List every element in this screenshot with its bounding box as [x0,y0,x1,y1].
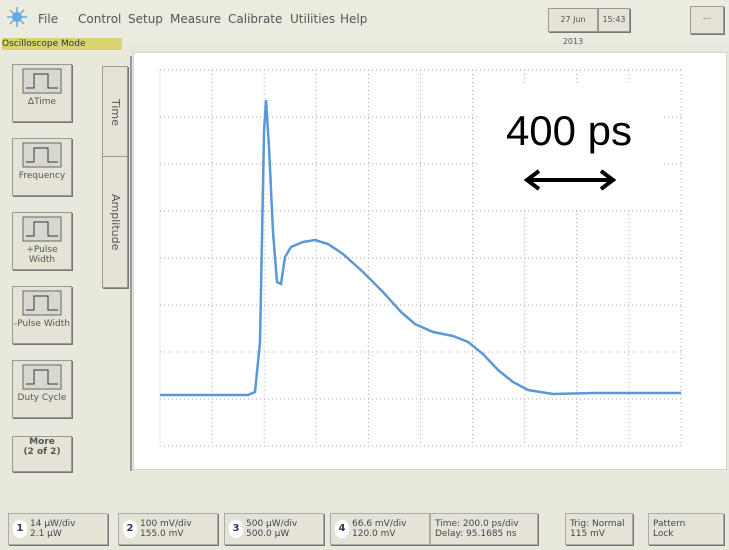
channel-offset: 500.0 µW [246,529,297,539]
menu-item[interactable]: Measure [170,12,221,26]
measurement-label: +Pulse Width [13,245,71,265]
channel-scale: 66.6 mV/div [352,519,406,529]
menu-item[interactable]: Help [340,12,367,26]
timebase-line: Delay: 95.1685 ns [435,529,519,539]
measurement-button[interactable]: ΔTime [12,64,72,122]
trigger-line: Trig: Normal [570,519,625,529]
pattern-lock-line: Lock [653,529,685,539]
measurement-button[interactable]: +Pulse Width [12,212,72,270]
channel-scale: 100 mV/div [140,519,192,529]
measurement-icon [22,364,62,390]
more-label: (2 of 2) [13,447,71,457]
measurement-button[interactable]: -Pulse Width [12,286,72,344]
channel-scale: 500 µW/div [246,519,297,529]
menu-item[interactable]: Setup [128,12,163,26]
tab[interactable]: Amplitude [102,156,128,288]
channel-number: 2 [123,520,137,538]
measurement-icon [22,290,62,316]
measurement-panel: Time Amplitude ΔTime Frequency +Pulse Widt… [8,56,132,471]
measurement-icon [22,68,62,94]
date: 27 Jun 2013 [548,8,598,32]
measurement-label: -Pulse Width [13,319,71,329]
measurement-icon [22,216,62,242]
page: File Control Setup Measure Calibrate Utilitie… [0,0,729,550]
menu-item[interactable]: Utilities [290,12,335,26]
measurement-label: Frequency [13,171,71,181]
channel-offset: 155.0 mV [140,529,192,539]
more-label: More [13,437,71,447]
channel-number: 1 [13,520,27,538]
mode-label: Oscilloscope Mode [2,38,122,50]
minimize-button[interactable]: ... [690,6,724,34]
display: 400 ps [133,52,727,470]
tab[interactable]: Time [102,66,128,158]
measurement-icon [22,142,62,168]
clock: 15:43 [598,8,630,32]
annotation-text: 400 ps [506,107,632,154]
channel-offset: 2.1 µW [30,529,76,539]
pattern-lock-line: Pattern [653,519,685,529]
logo [6,6,28,28]
channel-offset: 120.0 mV [352,529,406,539]
more-button[interactable]: More(2 of 2) [12,436,72,472]
channel-scale: 14 µW/div [30,519,76,529]
channel-number: 3 [229,520,243,538]
menu-item[interactable]: Calibrate [228,12,282,26]
measurement-label: Duty Cycle [13,393,71,403]
menu-item[interactable]: Control [78,12,121,26]
trigger-line: 115 mV [570,529,625,539]
measurement-label: ΔTime [13,97,71,107]
channel-number: 4 [335,520,349,538]
timebase-line: Time: 200.0 ps/div [435,519,519,529]
measurement-button[interactable]: Duty Cycle [12,360,72,418]
menu-item[interactable]: File [38,12,58,26]
measurement-button[interactable]: Frequency [12,138,72,196]
